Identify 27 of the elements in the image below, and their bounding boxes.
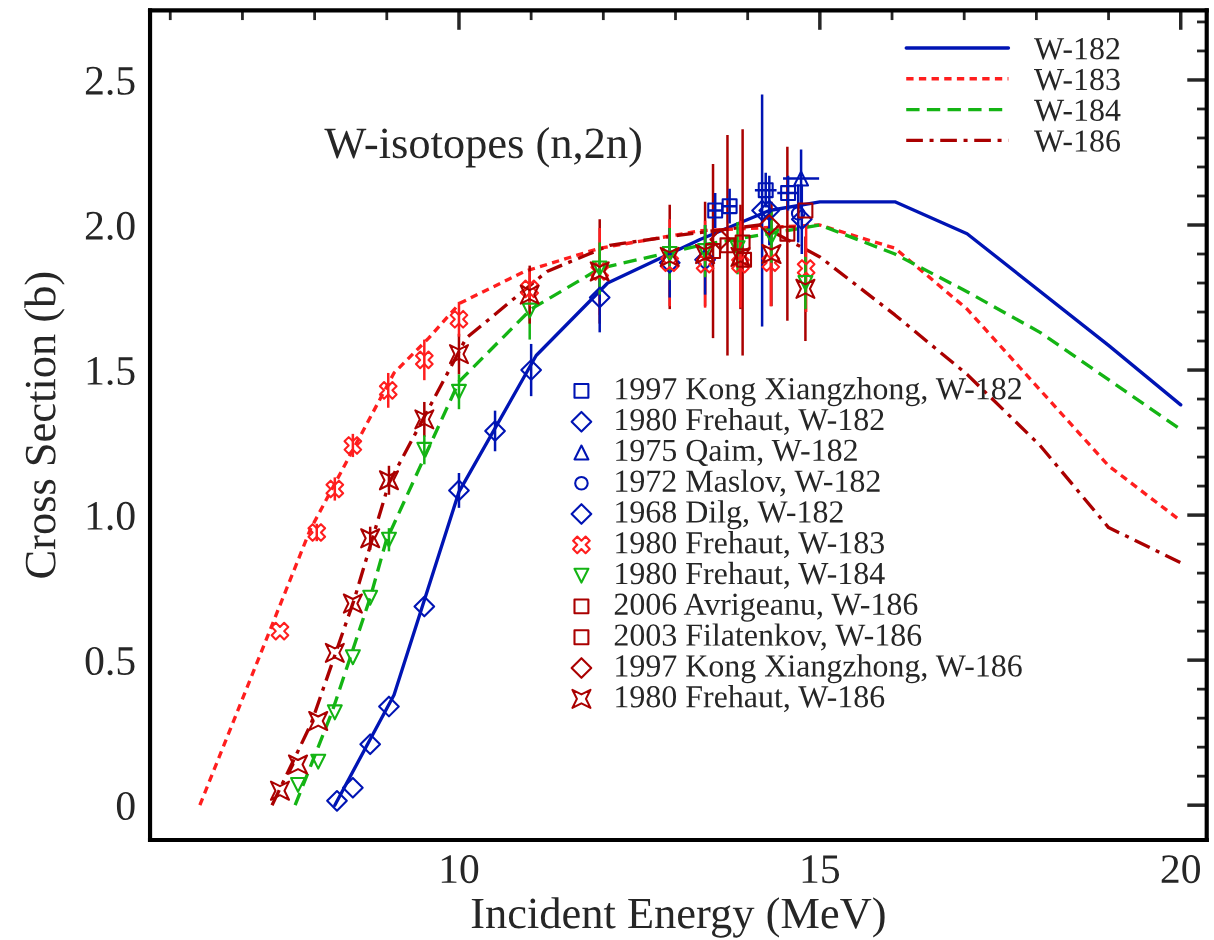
legend-label: 2006 Avrigeanu, W-186 [614, 593, 918, 622]
x-axis-title: Incident Energy (MeV) [471, 897, 885, 938]
legend-label: 1980 Frehaut, W-183 [616, 531, 884, 559]
legend-label: W-183 [1034, 68, 1120, 91]
legend-label: W-186 [1034, 130, 1120, 152]
legend-label: W-182 [1034, 37, 1120, 60]
y-tick-label: 2.5 [85, 66, 135, 96]
y-tick-label: 0.5 [85, 646, 135, 676]
legend-label: 1997 Kong Xiangzhong, W-186 [616, 654, 1022, 684]
x-tick-label: 10 [441, 855, 479, 884]
legend-label: W-184 [1034, 99, 1121, 122]
y-axis-title: Cross Section (b) [24, 272, 65, 578]
legend-label: 1980 Frehaut, W-186 [616, 685, 885, 713]
x-tick-label: 15 [802, 855, 840, 884]
x-tick-label: 20 [1161, 855, 1200, 884]
legend-label: 1972 Maslov, W-182 [616, 469, 880, 497]
legend-label: 1997 Kong Xiangzhong, W-182 [616, 377, 1021, 407]
legend-label: 1975 Qaim, W-182 [616, 439, 857, 467]
text: W-isotopes (n,2n) [324, 127, 641, 168]
y-tick-label: 1.0 [87, 501, 135, 531]
legend-label: 2003 Filatenkov, W-186 [614, 623, 922, 651]
legend-label: 1980 Frehaut, W-184 [616, 561, 885, 589]
legend-label: 1968 Dilg, W-182 [616, 500, 843, 530]
y-tick-label: 0 [116, 791, 135, 821]
y-tick-label: 1.5 [87, 357, 135, 386]
y-tick-label: 2.0 [85, 211, 135, 241]
legend-label: 1980 Frehaut, W-182 [616, 407, 884, 436]
